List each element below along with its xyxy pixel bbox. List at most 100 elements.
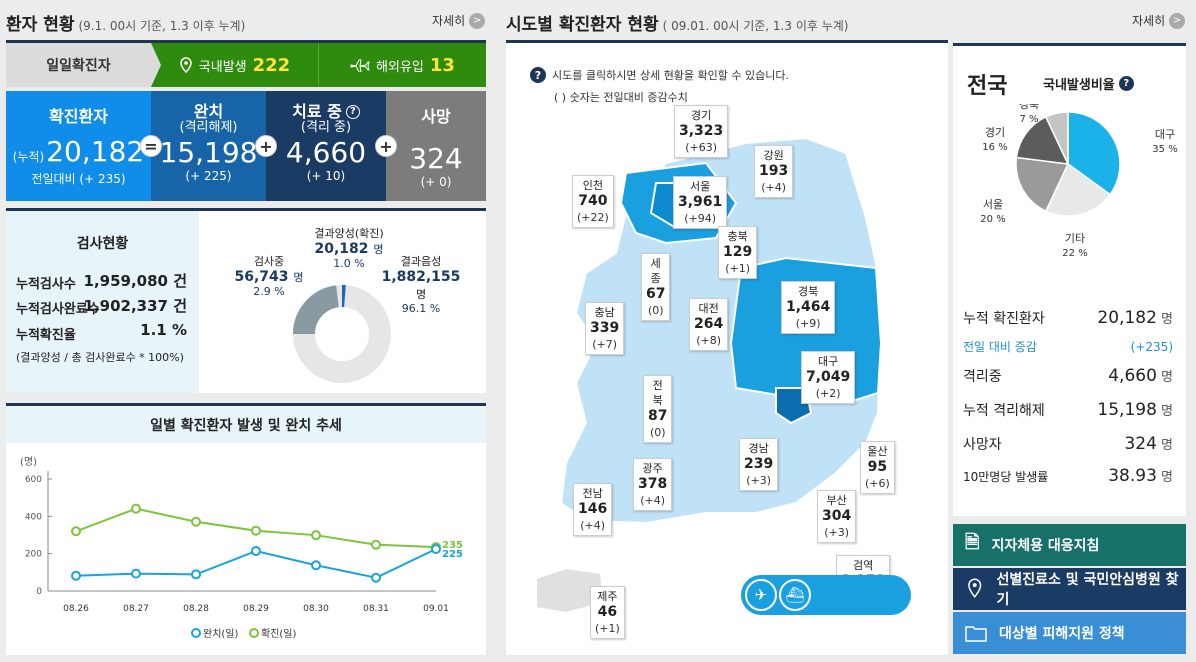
confirmed-title: 확진환자: [49, 107, 108, 126]
confirmed-value: 20,182: [46, 135, 145, 168]
region-delta: (+1): [595, 622, 620, 635]
region-delta: (+3): [824, 526, 850, 539]
region-card[interactable]: 인천 740 (+22): [572, 175, 614, 228]
data-point[interactable]: [71, 526, 81, 537]
damage-support-policy-button[interactable]: 대상별 피해지원 정책: [953, 612, 1186, 654]
region-card[interactable]: 경북 1,464 (+9): [781, 281, 836, 334]
region-value: 193: [759, 163, 789, 179]
pie-slice[interactable]: [1067, 111, 1121, 196]
x-tick-label: 08.28: [183, 604, 209, 614]
document-icon: 🗎: [965, 532, 980, 553]
local-government-guideline-button[interactable]: 🗎 지자체용 대응지침: [953, 524, 1186, 566]
screening-clinic-finder-button[interactable]: 선별진료소 및 국민안심병원 찾기: [953, 568, 1186, 610]
region-name: 검역: [853, 559, 874, 572]
help-icon[interactable]: ?: [1118, 76, 1134, 91]
region-card[interactable]: 전북 87 (0): [643, 375, 673, 443]
x-tick-label: 08.29: [243, 604, 269, 614]
map-help-text: 시도를 클릭하시면 상세 현황을 확인할 수 있습니다.: [552, 69, 789, 82]
testing-pct: 2.9 %: [253, 285, 285, 298]
data-point[interactable]: [371, 539, 381, 550]
testing-label: 검사중: [253, 255, 285, 268]
data-point[interactable]: [311, 530, 321, 541]
pie-pct: 16 %: [982, 142, 1007, 153]
confirmed-prefix: (누적): [12, 150, 45, 164]
patient-status-title: 환자 현황: [6, 15, 75, 35]
region-name: 강원: [763, 149, 784, 162]
national-panel: 전국 국내발생비율 ? 대구 35 % 기타 22 % 서울 20 % 경기 16 % 경북 7 …: [953, 46, 1186, 516]
quarantine-toggle[interactable]: ✈ ⛴: [741, 575, 911, 615]
region-name: 대전: [698, 302, 719, 315]
y-axis-label: (명): [20, 456, 37, 468]
region-card[interactable]: 세종 67 (0): [641, 253, 671, 321]
stat-unit: 명: [1156, 404, 1173, 419]
stat-label: 전일 대비 증감: [963, 340, 1037, 354]
region-card[interactable]: 제주 46 (+1): [590, 586, 625, 639]
data-point[interactable]: [251, 546, 261, 557]
pie-slice[interactable]: [1015, 156, 1070, 213]
stat-row: 누적 격리해제 15,198 명: [963, 400, 1173, 420]
help-icon[interactable]: ?: [345, 104, 360, 119]
help-icon: ?: [530, 67, 546, 83]
data-point[interactable]: [431, 544, 441, 554]
region-card[interactable]: 서울 3,961 (+94): [673, 176, 728, 229]
region-delta: (+1): [725, 262, 751, 275]
data-point[interactable]: [71, 570, 81, 581]
pie-pct: 22 %: [1062, 248, 1087, 259]
region-value: 378: [638, 476, 668, 492]
region-value: 67: [646, 286, 666, 302]
trend-chart-panel: (명) 600 400 200 0 08.26 08.27 08.28 08.29 08.30 08…: [6, 443, 486, 655]
confirmed-card[interactable]: 확진환자 (누적) 20,182 전일대비 (+ 235): [6, 91, 151, 201]
test-title: 검사현황: [76, 236, 129, 252]
death-title: 사망: [421, 107, 451, 126]
data-point[interactable]: [131, 503, 141, 514]
region-card[interactable]: 전남 146 (+4): [573, 483, 613, 536]
region-card[interactable]: 부산 304 (+3): [817, 490, 857, 543]
trend-line-chart: (명) 600 400 200 0 08.26 08.27 08.28 08.29 08.30 08…: [20, 456, 463, 640]
overseas-daily: 해외유입 13: [318, 43, 486, 87]
treating-card[interactable]: 치료 중 ? (격리 중) 4,660 (+ 10): [266, 91, 386, 201]
treating-title: 치료 중: [292, 102, 342, 121]
folder-icon: [965, 626, 987, 642]
region-card[interactable]: 충북 129 (+1): [718, 226, 758, 279]
death-card[interactable]: 사망 324 (+ 0): [386, 91, 486, 201]
domestic-value: 222: [252, 54, 291, 76]
region-value: 264: [694, 316, 724, 332]
pie-slice[interactable]: [1015, 115, 1070, 165]
stat-label: 누적 격리해제: [963, 403, 1045, 419]
stat-unit: 명: [1156, 370, 1173, 385]
data-point[interactable]: [131, 568, 141, 579]
stat-unit: 명: [1156, 312, 1173, 327]
data-point[interactable]: [191, 516, 201, 527]
patient-more-link[interactable]: 자세히 >: [432, 12, 486, 29]
region-more-link[interactable]: 자세히 >: [1132, 12, 1186, 29]
region-card[interactable]: 울산 95 (+6): [860, 441, 895, 494]
test-row-value: 1.1 %: [140, 321, 187, 339]
region-card[interactable]: 충남 339 (+7): [585, 302, 625, 355]
national-title: 전국: [967, 74, 1008, 99]
positive-pct: 1.0 %: [333, 257, 365, 270]
region-card[interactable]: 광주 378 (+4): [633, 458, 673, 511]
data-point[interactable]: [251, 525, 261, 536]
region-card[interactable]: 대전 264 (+8): [689, 298, 729, 351]
region-name: 광주: [642, 462, 663, 475]
chevron-right-icon: >: [1169, 12, 1186, 29]
data-point[interactable]: [371, 572, 381, 583]
region-name: 부산: [826, 494, 847, 507]
region-card[interactable]: 강원 193 (+4): [754, 145, 794, 198]
data-point[interactable]: [311, 560, 321, 571]
region-card[interactable]: 경기 3,323 (+63): [674, 105, 729, 158]
airplane-icon[interactable]: ✈: [745, 579, 777, 611]
region-name: 세종: [650, 257, 661, 285]
region-card[interactable]: 경남 239 (+3): [739, 438, 779, 491]
region-card[interactable]: 대구 7,049 (+2): [801, 351, 856, 404]
negative-label: 결과음성: [400, 255, 442, 268]
released-title: 완치: [193, 102, 224, 121]
end-label: 225: [442, 549, 463, 560]
region-delta: (+2): [815, 387, 841, 400]
stat-row: 격리중 4,660 명: [963, 366, 1173, 386]
pie-slice[interactable]: [1044, 111, 1069, 165]
region-value: 339: [590, 320, 620, 336]
ship-icon[interactable]: ⛴: [779, 579, 811, 611]
released-card[interactable]: 완치 (격리해제) 15,198 (+ 225): [151, 91, 266, 201]
data-point[interactable]: [191, 569, 201, 580]
